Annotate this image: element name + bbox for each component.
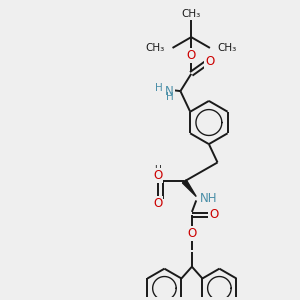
Text: H: H <box>154 165 161 174</box>
Text: O: O <box>206 55 215 68</box>
Text: H: H <box>155 83 163 93</box>
Text: H: H <box>166 92 173 102</box>
Text: CH₃: CH₃ <box>182 9 201 19</box>
Text: NH: NH <box>200 192 218 205</box>
Text: O: O <box>153 197 162 210</box>
Text: O: O <box>153 169 162 182</box>
Text: CH₃: CH₃ <box>146 43 165 53</box>
Text: O: O <box>210 208 219 221</box>
Text: O: O <box>187 49 196 62</box>
Polygon shape <box>182 180 196 196</box>
Text: O: O <box>187 227 196 240</box>
Text: N: N <box>165 85 174 98</box>
Text: CH₃: CH₃ <box>218 43 237 53</box>
